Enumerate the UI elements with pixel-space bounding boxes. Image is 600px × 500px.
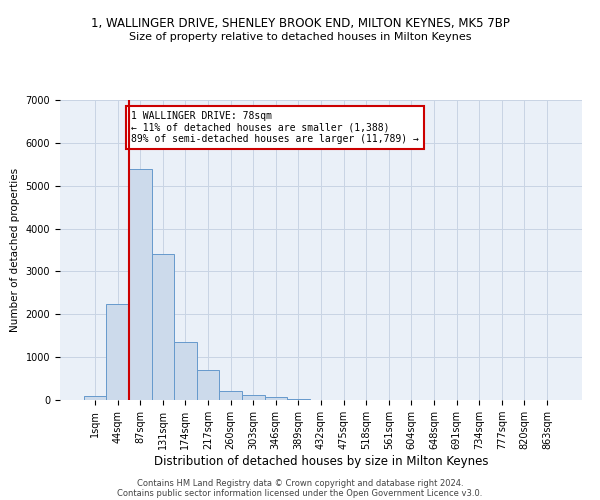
Text: 1, WALLINGER DRIVE, SHENLEY BROOK END, MILTON KEYNES, MK5 7BP: 1, WALLINGER DRIVE, SHENLEY BROOK END, M… bbox=[91, 18, 509, 30]
Bar bbox=[197, 370, 220, 400]
Bar bbox=[174, 342, 197, 400]
Bar bbox=[242, 395, 265, 400]
Text: Size of property relative to detached houses in Milton Keynes: Size of property relative to detached ho… bbox=[129, 32, 471, 42]
Y-axis label: Number of detached properties: Number of detached properties bbox=[10, 168, 20, 332]
Bar bbox=[106, 304, 129, 400]
X-axis label: Distribution of detached houses by size in Milton Keynes: Distribution of detached houses by size … bbox=[154, 455, 488, 468]
Text: 1 WALLINGER DRIVE: 78sqm
← 11% of detached houses are smaller (1,388)
89% of sem: 1 WALLINGER DRIVE: 78sqm ← 11% of detach… bbox=[131, 110, 419, 144]
Text: Contains HM Land Registry data © Crown copyright and database right 2024.: Contains HM Land Registry data © Crown c… bbox=[137, 478, 463, 488]
Bar bbox=[220, 392, 242, 400]
Text: Contains public sector information licensed under the Open Government Licence v3: Contains public sector information licen… bbox=[118, 488, 482, 498]
Bar bbox=[287, 399, 310, 400]
Bar bbox=[152, 254, 174, 400]
Bar bbox=[84, 396, 106, 400]
Bar bbox=[265, 397, 287, 400]
Bar bbox=[129, 168, 152, 400]
